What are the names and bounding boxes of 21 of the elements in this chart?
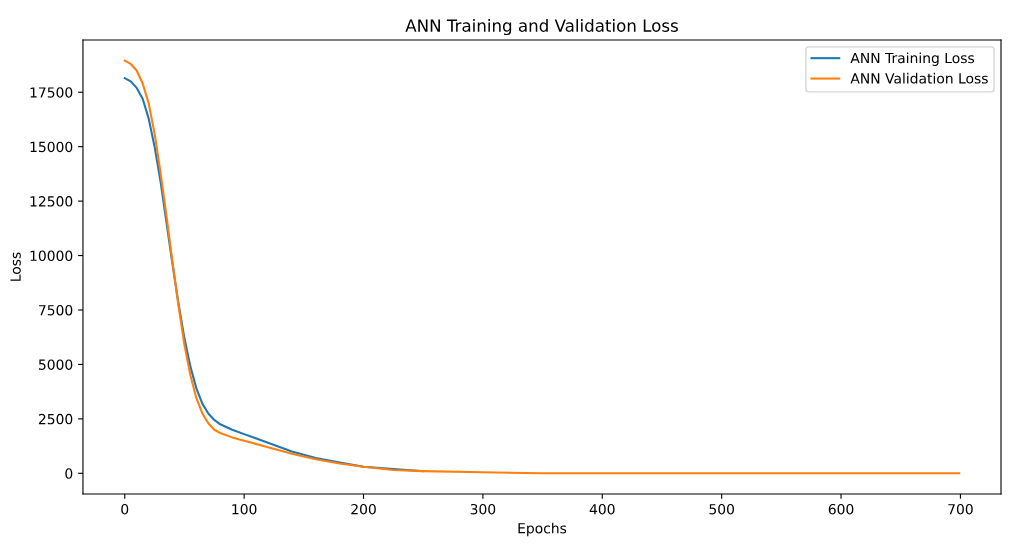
x-tick-label: 600 xyxy=(828,503,854,515)
y-tick-label: 12500 xyxy=(30,196,73,207)
y-tick-label: 15000 xyxy=(30,141,73,153)
y-tick-label: 0 xyxy=(65,468,73,479)
y-tick-label: 2500 xyxy=(38,413,73,425)
y-tick-label: 17500 xyxy=(30,87,73,98)
y-tick-label: 10000 xyxy=(30,250,73,262)
x-axis-title: Epochs xyxy=(518,522,567,537)
x-tick-label: 100 xyxy=(232,503,257,515)
y-tick-label: 5000 xyxy=(38,359,73,370)
x-tick-label: 300 xyxy=(470,503,496,515)
legend-label: ANN Validation Loss xyxy=(850,72,988,84)
x-tick-label: 400 xyxy=(589,503,615,515)
x-tick-label: 0 xyxy=(121,503,129,515)
y-tick-label: 7500 xyxy=(39,304,73,316)
chart-title: ANN Training and Validation Loss xyxy=(405,18,678,36)
y-axis-title: Loss xyxy=(10,252,21,281)
legend-label: ANN Training Loss xyxy=(850,52,975,66)
x-tick-label: 500 xyxy=(709,503,734,515)
x-tick-label: 200 xyxy=(351,503,376,515)
x-tick-label: 700 xyxy=(948,503,973,515)
